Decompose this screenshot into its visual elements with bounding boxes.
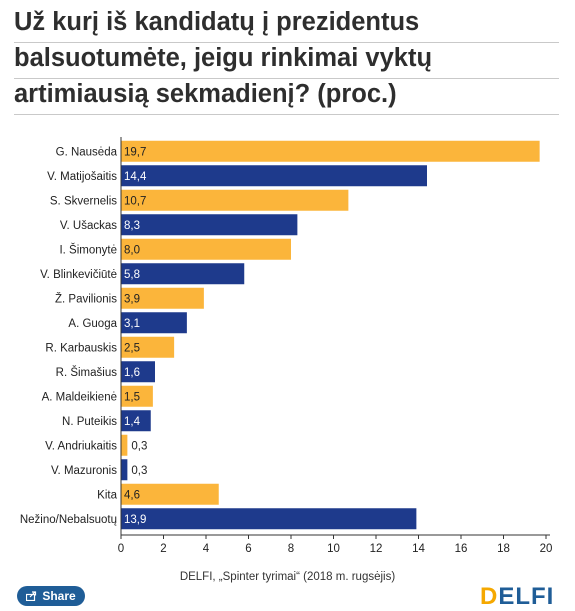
share-icon [26, 591, 37, 601]
delfi-logo[interactable]: DELFI [480, 583, 554, 611]
category-label-13: V. Mazuronis [51, 465, 117, 477]
bar-8 [121, 336, 175, 358]
bar-10 [121, 385, 153, 407]
bar-chart: G. Nausėda 19,7 V. Matijošaitis 14,4 S. Skve… [20, 137, 553, 555]
value-label-3: 8,3 [124, 220, 140, 232]
bar-12 [121, 434, 128, 456]
value-label-7: 3,1 [124, 318, 140, 330]
bar-5 [121, 263, 245, 285]
category-label-10: A. Maldeikienė [42, 391, 117, 403]
category-label-8: R. Karbauskis [45, 342, 117, 354]
category-label-2: S. Skvernelis [50, 195, 117, 207]
x-tick-label-0: 0 [118, 543, 124, 555]
value-label-12: 0,3 [131, 440, 147, 452]
bar-7 [121, 312, 187, 334]
logo-letters-rest: ELFI [498, 583, 555, 610]
x-tick-label-9: 18 [497, 543, 510, 555]
bar-6 [121, 287, 204, 309]
category-label-11: N. Puteikis [62, 416, 117, 428]
value-label-15: 13,9 [124, 514, 146, 526]
value-label-8: 2,5 [124, 342, 140, 354]
title-line-1: Už kurį iš kandidatų į prezidentus [14, 8, 420, 36]
x-tick-label-1: 2 [160, 543, 166, 555]
title-line-3: artimiausią sekmadienį? (proc.) [14, 80, 397, 108]
value-label-1: 14,4 [124, 171, 147, 183]
bar-15 [121, 508, 417, 530]
category-label-4: I. Šimonytė [59, 243, 117, 256]
category-label-14: Kita [97, 489, 117, 501]
category-label-5: V. Blinkevičiūtė [40, 269, 117, 281]
chart-title: Už kurį iš kandidatų į prezidentus balsu… [14, 4, 564, 112]
title-underline-2 [14, 78, 559, 79]
title-underline-1 [14, 42, 559, 43]
x-tick-label-6: 12 [370, 543, 383, 555]
value-label-9: 1,6 [124, 367, 140, 379]
category-label-1: V. Matijošaitis [47, 171, 117, 183]
share-button[interactable]: Share [17, 586, 85, 606]
bar-13 [121, 459, 128, 481]
value-label-0: 19,7 [124, 146, 146, 158]
x-tick-label-2: 4 [203, 543, 210, 555]
value-label-5: 5,8 [124, 269, 140, 281]
bar-9 [121, 361, 155, 383]
category-label-6: Ž. Pavilionis [55, 292, 117, 305]
title-underline-3 [14, 114, 559, 115]
bar-14 [121, 483, 219, 505]
category-label-12: V. Andriukaitis [45, 440, 117, 452]
value-label-4: 8,0 [124, 244, 140, 256]
x-tick-label-3: 6 [245, 543, 251, 555]
value-label-11: 1,4 [124, 416, 141, 428]
share-label: Share [42, 589, 76, 603]
x-tick-label-10: 20 [540, 543, 553, 555]
bar-1 [121, 165, 427, 187]
value-label-14: 4,6 [124, 489, 140, 501]
category-label-15: Nežino/Nebalsuotų [20, 514, 117, 526]
value-label-10: 1,5 [124, 391, 140, 403]
bar-3 [121, 214, 298, 236]
category-label-3: V. Ušackas [60, 220, 117, 232]
category-label-7: A. Guoga [68, 318, 117, 330]
x-tick-label-8: 16 [455, 543, 468, 555]
bar-11 [121, 410, 151, 432]
x-tick-label-4: 8 [288, 543, 294, 555]
value-label-2: 10,7 [124, 195, 146, 207]
category-label-0: G. Nausėda [56, 146, 118, 158]
value-label-13: 0,3 [131, 465, 147, 477]
x-tick-label-7: 14 [412, 543, 425, 555]
logo-letter-d: D [480, 583, 499, 610]
bar-4 [121, 238, 291, 260]
bar-0 [121, 140, 540, 162]
title-line-2: balsuotumėte, jeigu rinkimai vyktų [14, 44, 433, 72]
value-label-6: 3,9 [124, 293, 140, 305]
source-note: DELFI, „Spinter tyrimai“ (2018 m. rugsėj… [179, 571, 396, 583]
bar-2 [121, 189, 349, 211]
category-label-9: R. Šimašius [56, 366, 118, 379]
x-tick-label-5: 10 [327, 543, 340, 555]
